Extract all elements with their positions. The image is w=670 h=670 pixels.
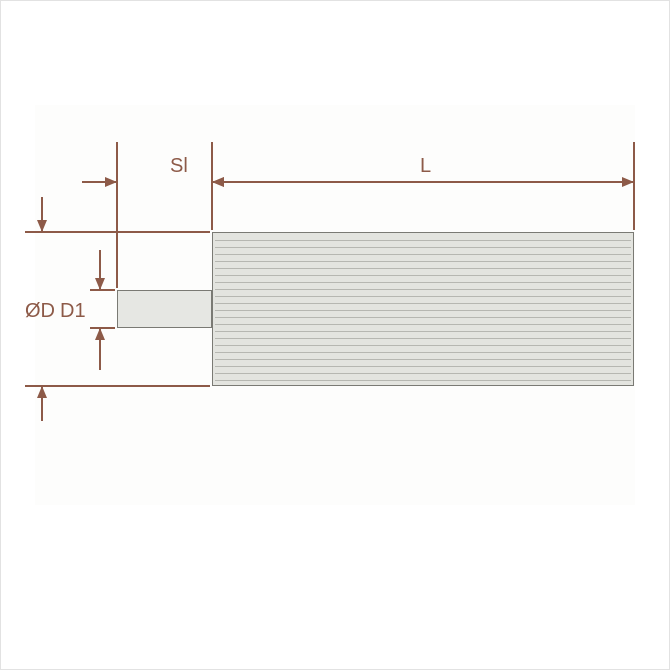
texture-line: [215, 359, 631, 360]
label-L: L: [420, 155, 431, 178]
texture-line: [215, 366, 631, 367]
arrow-D-top: [37, 220, 47, 232]
arrow-Sl-right: [212, 177, 224, 187]
part-shaft: [117, 290, 212, 328]
arrow-D1-bottom: [95, 328, 105, 340]
texture-line: [215, 317, 631, 318]
dim-line-L: [212, 181, 634, 183]
texture-line: [215, 296, 631, 297]
texture-line: [215, 261, 631, 262]
arrow-Sl-left: [105, 177, 117, 187]
ext-shaft-left: [116, 142, 118, 288]
arrow-L-right: [622, 177, 634, 187]
texture-line: [215, 282, 631, 283]
texture-line: [215, 289, 631, 290]
texture-line: [215, 324, 631, 325]
texture-line: [215, 345, 631, 346]
texture-line: [215, 373, 631, 374]
arrow-D1-top: [95, 278, 105, 290]
ext-body-bottom: [25, 385, 210, 387]
texture-line: [215, 268, 631, 269]
arrow-D-bottom: [37, 386, 47, 398]
part-body: [212, 232, 634, 386]
texture-line: [215, 310, 631, 311]
texture-line: [215, 352, 631, 353]
texture-line: [215, 331, 631, 332]
texture-line: [215, 240, 631, 241]
label-D1: D1: [60, 300, 86, 323]
texture-line: [215, 247, 631, 248]
ext-body-top: [25, 231, 210, 233]
texture-line: [215, 254, 631, 255]
texture-line: [215, 275, 631, 276]
label-D: ØD: [25, 300, 55, 323]
texture-line: [215, 338, 631, 339]
texture-line: [215, 303, 631, 304]
diagram-stage: L Sl ØDD1: [0, 0, 670, 670]
texture-line: [215, 380, 631, 381]
label-Sl: Sl: [170, 155, 188, 178]
